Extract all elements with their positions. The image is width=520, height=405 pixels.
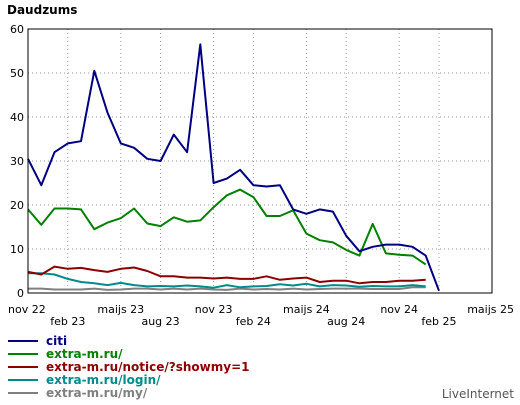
plot-frame	[27, 28, 493, 294]
x-tick-label: nov 22	[8, 303, 46, 316]
x-tick-label: maijs 24	[283, 303, 330, 316]
y-tick-label: 10	[10, 243, 24, 256]
chart-title: Daudzums	[7, 3, 77, 17]
legend-swatch	[8, 391, 38, 394]
legend-label: extra-m.ru/login/	[46, 372, 161, 387]
x-tick-label: aug 23	[141, 315, 179, 328]
legend-item: citi	[8, 333, 250, 348]
y-tick-label: 0	[17, 287, 24, 300]
legend-item: extra-m.ru/login/	[8, 372, 250, 387]
legend: citi extra-m.ru/extra-m.ru/notice/?showmy…	[8, 333, 250, 400]
legend-swatch	[8, 352, 38, 355]
x-tick-label: feb 23	[50, 315, 85, 328]
y-tick-label: 30	[10, 155, 24, 168]
legend-item: extra-m.ru/notice/?showmy=1	[8, 359, 250, 374]
x-tick-label: maijs 23	[97, 303, 144, 316]
series-line	[28, 286, 426, 291]
y-axis: 0 10 20 30 40 50 60	[10, 23, 24, 300]
legend-label: extra-m.ru/	[46, 346, 123, 361]
x-tick-label: nov 23	[195, 303, 233, 316]
x-tick-label: maijs 25	[467, 303, 514, 316]
x-tick-label: nov 24	[380, 303, 418, 316]
series-group	[27, 43, 440, 292]
y-tick-label: 60	[10, 23, 24, 36]
legend-swatch	[8, 365, 38, 368]
series-line	[27, 188, 427, 266]
legend-item: extra-m.ru/	[8, 346, 250, 361]
series-line	[27, 265, 426, 285]
legend-label: extra-m.ru/my/	[46, 385, 148, 400]
x-tick-label: aug 24	[327, 315, 365, 328]
legend-swatch	[8, 378, 38, 381]
y-tick-label: 50	[10, 67, 24, 80]
legend-item: extra-m.ru/my/	[8, 385, 250, 400]
legend-label: citi	[46, 333, 68, 348]
x-tick-label: feb 25	[421, 315, 456, 328]
legend-swatch	[8, 339, 38, 342]
series-line	[27, 43, 440, 292]
x-tick-label: feb 24	[236, 315, 271, 328]
y-tick-label: 40	[10, 111, 24, 124]
y-tick-label: 20	[10, 199, 24, 212]
legend-label: extra-m.ru/notice/?showmy=1	[46, 359, 250, 374]
brand-label: LiveInternet	[441, 387, 514, 401]
series-line	[28, 272, 426, 289]
